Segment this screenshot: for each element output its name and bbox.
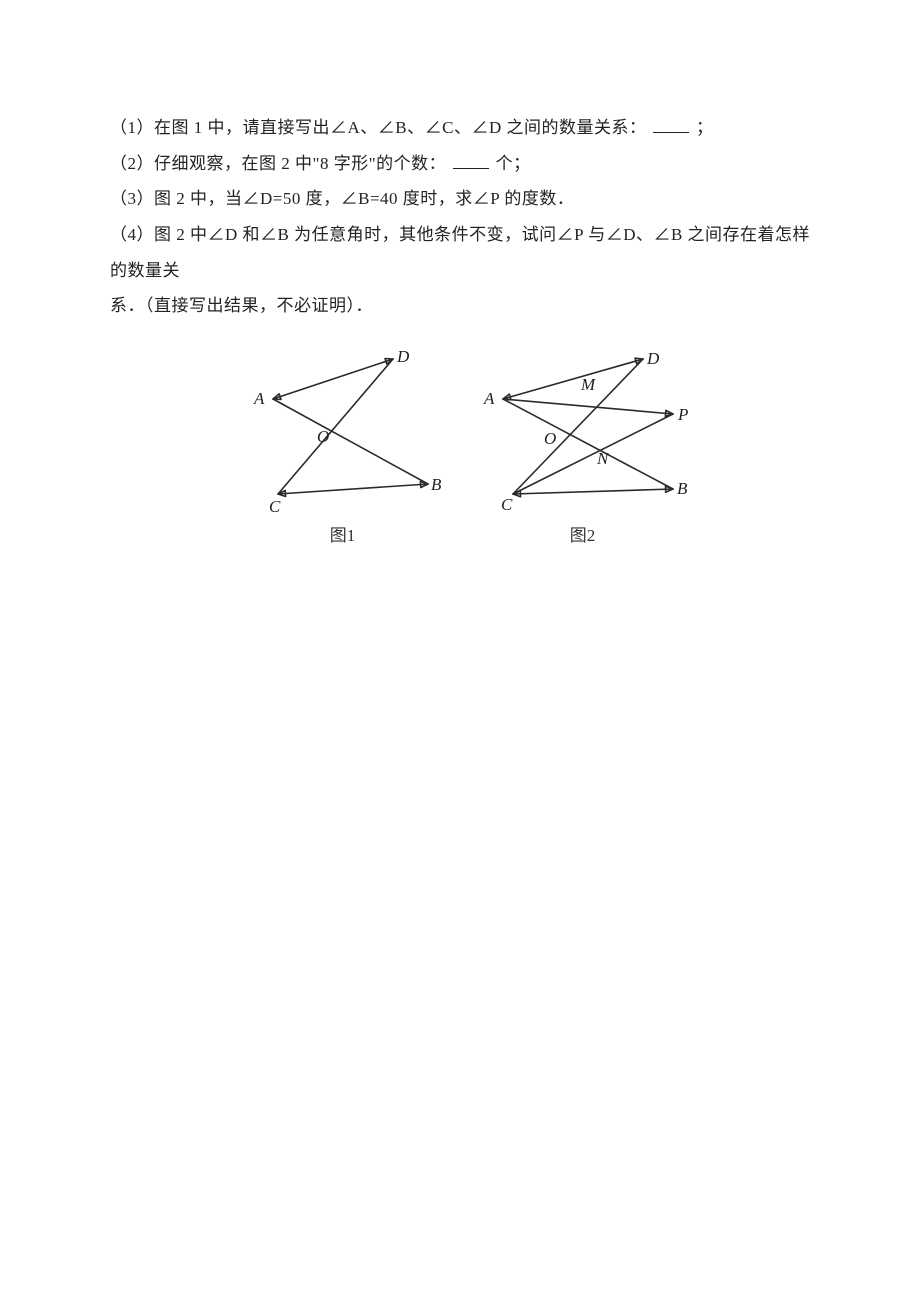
- q1-blank: [653, 116, 689, 133]
- q2-text: （2）仔细观察，在图 2 中"8 字形"的个数：: [110, 154, 446, 173]
- q2-suffix: 个；: [496, 154, 531, 173]
- svg-text:C: C: [501, 495, 513, 514]
- q3-text: （3）图 2 中，当∠D=50 度，∠B=40 度时，求∠P 的度数．: [110, 189, 574, 208]
- question-1: （1）在图 1 中，请直接写出∠A、∠B、∠C、∠D 之间的数量关系： ；: [110, 110, 825, 146]
- q4b-text: 系．（直接写出结果，不必证明）．: [110, 296, 373, 315]
- svg-text:P: P: [677, 405, 688, 424]
- svg-text:B: B: [431, 475, 442, 494]
- q4a-text: （4）图 2 中∠D 和∠B 为任意角时，其他条件不变，试问∠P 与∠D、∠B …: [110, 225, 810, 280]
- svg-text:A: A: [483, 389, 495, 408]
- svg-text:A: A: [253, 389, 265, 408]
- svg-text:O: O: [544, 429, 556, 448]
- figure-row: A D O C B 图1 A D M O P N C B 图2: [110, 344, 825, 554]
- figure-1-box: A D O C B 图1: [243, 344, 443, 554]
- q1-suffix: ；: [696, 118, 714, 137]
- page-body: （1）在图 1 中，请直接写出∠A、∠B、∠C、∠D 之间的数量关系： ； （2…: [0, 0, 920, 554]
- svg-text:N: N: [596, 449, 610, 468]
- svg-text:D: D: [396, 347, 410, 366]
- q1-text: （1）在图 1 中，请直接写出∠A、∠B、∠C、∠D 之间的数量关系：: [110, 118, 646, 137]
- figure-1-svg: A D O C B: [243, 344, 443, 514]
- question-4-line1: （4）图 2 中∠D 和∠B 为任意角时，其他条件不变，试问∠P 与∠D、∠B …: [110, 217, 825, 288]
- figure-2-caption: 图2: [570, 518, 596, 554]
- figure-2-box: A D M O P N C B 图2: [473, 344, 693, 554]
- svg-text:M: M: [580, 375, 596, 394]
- q2-blank: [453, 152, 489, 169]
- figure-2-svg: A D M O P N C B: [473, 344, 693, 514]
- svg-text:D: D: [646, 349, 660, 368]
- svg-text:O: O: [317, 427, 329, 446]
- svg-text:B: B: [677, 479, 688, 498]
- svg-text:C: C: [269, 497, 281, 514]
- figure-1-caption: 图1: [330, 518, 356, 554]
- question-3: （3）图 2 中，当∠D=50 度，∠B=40 度时，求∠P 的度数．: [110, 181, 825, 217]
- question-4-line2: 系．（直接写出结果，不必证明）．: [110, 288, 825, 324]
- question-2: （2）仔细观察，在图 2 中"8 字形"的个数： 个；: [110, 146, 825, 182]
